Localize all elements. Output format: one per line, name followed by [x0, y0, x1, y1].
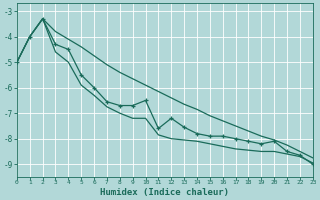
X-axis label: Humidex (Indice chaleur): Humidex (Indice chaleur) — [100, 188, 229, 197]
